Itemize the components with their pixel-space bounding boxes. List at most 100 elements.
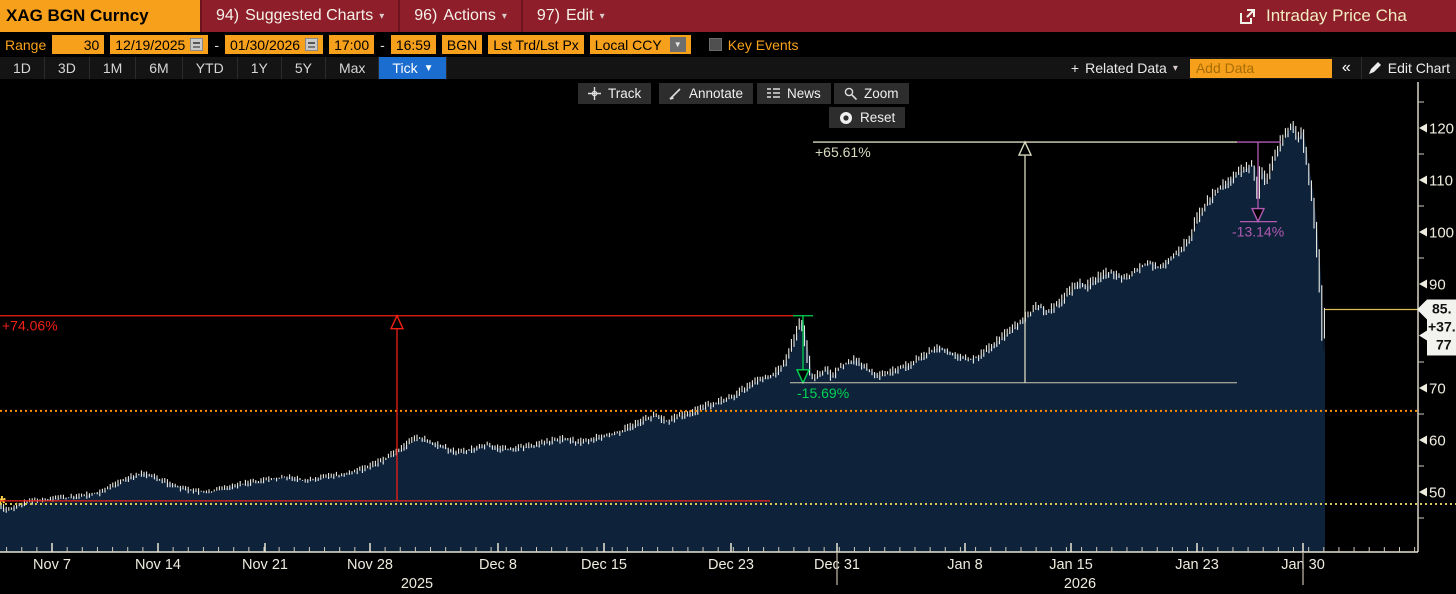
news-button[interactable]: News xyxy=(757,83,831,104)
chart-area: * +74.06% -15.69% +65.61% -13.14% 120 110 100 90… xyxy=(0,80,1456,594)
chevron-down-icon: ▾ xyxy=(1172,62,1178,74)
magenta-measure: -13.14% xyxy=(1232,141,1284,240)
period-bar: 1D 3D 1M 6M YTD 1Y 5Y Max Tick ▼ + Relat… xyxy=(0,57,1456,80)
tab-ytd[interactable]: YTD xyxy=(183,57,238,79)
x-axis-label: Nov 7 xyxy=(33,557,71,573)
pricing-source-field[interactable]: BGN xyxy=(441,35,483,54)
callout-line: +37. xyxy=(1428,318,1456,334)
zoom-button[interactable]: Zoom xyxy=(834,83,909,104)
y-axis-label: 50 xyxy=(1429,485,1446,502)
title-bar: XAG BGN Curncy 94) Suggested Charts ▾ 96… xyxy=(0,0,1456,32)
menu-label: Edit xyxy=(565,7,594,24)
export-icon[interactable] xyxy=(1229,0,1266,32)
menu-actions[interactable]: 96) Actions ▾ xyxy=(398,0,521,32)
collapse-button[interactable]: « xyxy=(1341,59,1351,76)
calendar-icon[interactable] xyxy=(190,38,204,51)
magenta-measure-label: -13.14% xyxy=(1232,224,1284,240)
time-from-input[interactable]: 17:00 xyxy=(329,35,375,54)
beige-measure: +65.61% xyxy=(813,140,1237,383)
range-value-input[interactable]: 30 xyxy=(52,35,105,54)
pencil-icon xyxy=(1368,62,1381,74)
price-field-select[interactable]: Lst Trd/Lst Px xyxy=(488,35,584,54)
x-axis-label: Dec 8 xyxy=(479,557,517,573)
x-axis-ticks: Nov 7 Nov 14 Nov 21 Nov 28 Dec 8 Dec 15 Dec 23… xyxy=(6,543,1416,592)
related-data-button[interactable]: + Related Data ▾ xyxy=(1070,60,1178,76)
x-axis-label: Nov 14 xyxy=(135,557,181,573)
chevron-down-icon: ▼ xyxy=(669,37,686,52)
beige-measure-label: +65.61% xyxy=(815,144,871,160)
y-axis-label: 120 xyxy=(1429,121,1454,138)
menu-label: Suggested Charts xyxy=(245,7,374,24)
price-area xyxy=(0,124,1325,553)
track-button[interactable]: Track xyxy=(578,83,652,104)
y-axis-ticks: 120 110 100 90 70 60 50 xyxy=(1418,101,1454,519)
trendline-star-marker: * xyxy=(0,493,6,515)
y-axis-label: 70 xyxy=(1429,381,1446,398)
x-axis-label: Jan 8 xyxy=(947,557,982,573)
reset-zoom-button[interactable]: Reset xyxy=(829,107,906,128)
red-measure: +74.06% xyxy=(0,314,793,502)
menu-suggested-charts[interactable]: 94) Suggested Charts ▾ xyxy=(200,0,398,32)
red-measure-label: +74.06% xyxy=(2,318,58,334)
x-axis-label: Nov 28 xyxy=(347,557,393,573)
tab-1m[interactable]: 1M xyxy=(90,57,137,79)
last-price-callout: 85. +37. 77 xyxy=(1325,299,1456,356)
callout-line: 77 xyxy=(1436,336,1452,352)
y-axis-label: 100 xyxy=(1429,225,1454,242)
page-title: Intraday Price Cha xyxy=(1266,6,1407,25)
chevron-down-icon: ▾ xyxy=(501,10,507,22)
menu-label: Actions xyxy=(443,7,496,24)
menu-edit[interactable]: 97) Edit ▾ xyxy=(520,0,619,32)
chevron-down-icon: ▾ xyxy=(379,10,385,22)
key-events-label: Key Events xyxy=(727,36,799,53)
edit-chart-button[interactable]: Edit Chart xyxy=(1360,57,1456,79)
magnifier-icon xyxy=(844,87,857,100)
date-range-dash: - xyxy=(214,36,220,53)
green-measure: -15.69% xyxy=(793,315,849,401)
y-axis-label: 110 xyxy=(1429,173,1453,190)
currency-select[interactable]: Local CCY ▼ xyxy=(589,35,691,54)
callout-line: 85. xyxy=(1432,300,1451,316)
menu-number: 96) xyxy=(414,7,438,24)
y-axis-label: 90 xyxy=(1429,277,1446,294)
tab-max[interactable]: Max xyxy=(326,57,380,79)
tab-5y[interactable]: 5Y xyxy=(282,57,326,79)
time-range-dash: - xyxy=(380,36,385,53)
security-label: XAG BGN Curncy xyxy=(6,6,149,25)
time-to-input[interactable]: 16:59 xyxy=(390,35,436,54)
tab-6m[interactable]: 6M xyxy=(136,57,183,79)
crosshair-icon xyxy=(588,87,601,100)
year-label: 2025 xyxy=(401,576,433,592)
date-from-input[interactable]: 12/19/2025 xyxy=(110,35,209,54)
year-label: 2026 xyxy=(1064,576,1096,592)
add-data-input[interactable]: Add Data xyxy=(1189,58,1332,78)
tab-1d[interactable]: 1D xyxy=(0,57,45,79)
security-field[interactable]: XAG BGN Curncy xyxy=(0,0,200,32)
x-axis-label: Dec 15 xyxy=(581,557,627,573)
x-axis-label: Dec 23 xyxy=(708,557,754,573)
axes xyxy=(0,82,1419,553)
annotate-button[interactable]: Annotate xyxy=(659,83,754,104)
green-measure-label: -15.69% xyxy=(797,385,849,401)
tab-tick-active[interactable]: Tick ▼ xyxy=(379,57,448,79)
menu-number: 97) xyxy=(536,7,560,24)
tab-3d[interactable]: 3D xyxy=(45,57,90,79)
y-axis-label: 60 xyxy=(1429,433,1446,450)
titlebar-spacer xyxy=(619,0,1229,32)
date-to-input[interactable]: 01/30/2026 xyxy=(225,35,324,54)
range-label: Range xyxy=(5,36,47,53)
calendar-icon[interactable] xyxy=(305,38,319,51)
key-events-checkbox[interactable] xyxy=(708,38,722,51)
x-axis-label: Jan 15 xyxy=(1049,557,1093,573)
annotate-pencil-icon xyxy=(669,88,681,100)
tab-1y[interactable]: 1Y xyxy=(238,57,282,79)
x-axis-label: Nov 21 xyxy=(242,557,288,573)
plus-icon: + xyxy=(1070,60,1080,76)
range-bar: Range 30 12/19/2025 - 01/30/2026 17:00 -… xyxy=(0,32,1456,57)
chevron-down-icon: ▼ xyxy=(423,62,434,74)
chevron-down-icon: ▾ xyxy=(599,10,605,22)
chart-canvas[interactable]: * +74.06% -15.69% +65.61% -13.14% 120 110 100 90… xyxy=(0,80,1456,594)
reset-icon xyxy=(840,111,852,124)
menu-number: 94) xyxy=(216,7,240,24)
periodbar-spacer xyxy=(447,57,1058,79)
